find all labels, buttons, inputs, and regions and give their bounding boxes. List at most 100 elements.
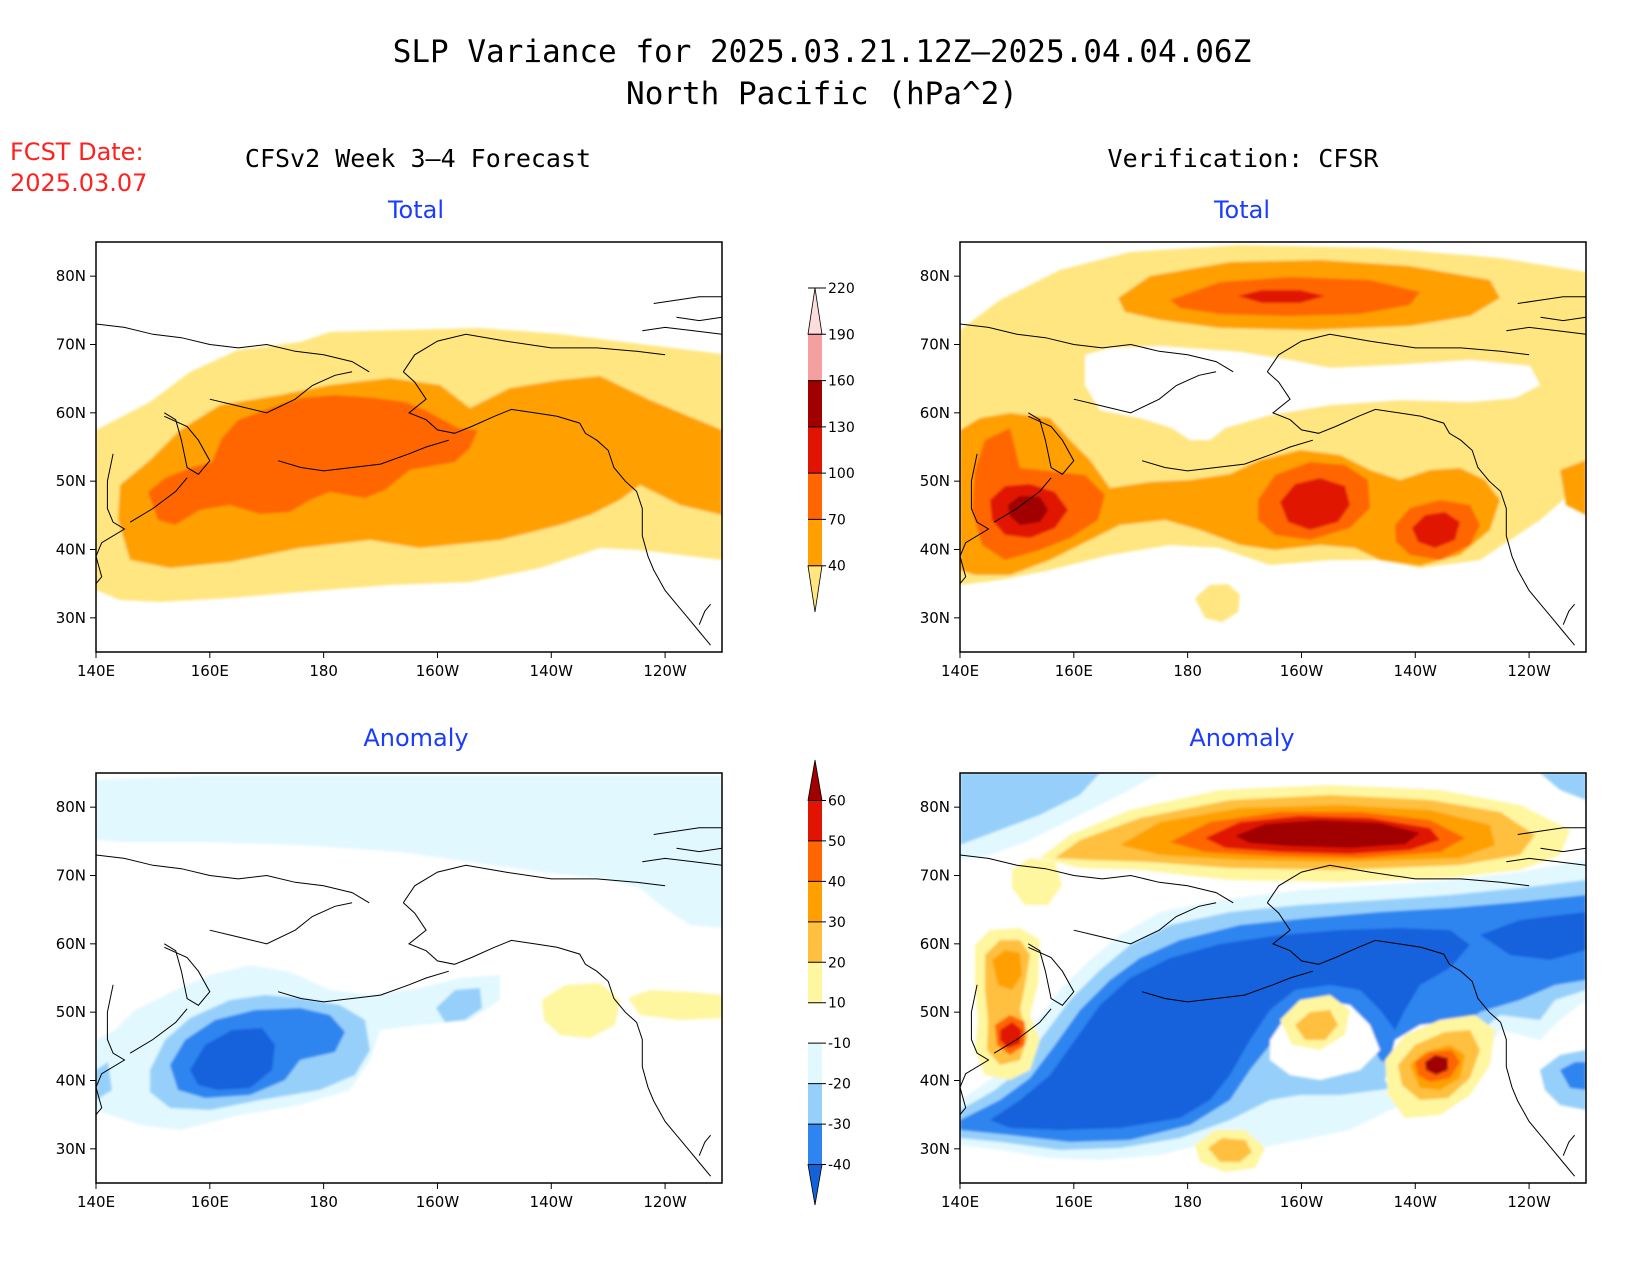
colorbar-label: 220 xyxy=(828,281,855,297)
left-column-header: CFSv2 Week 3–4 Forecast xyxy=(245,144,591,173)
coastline xyxy=(209,371,353,414)
lon-tick-label: 140E xyxy=(941,662,979,680)
axis-ticks: 140E 160E 180 160W 140W 120W 30N 40N 50N 60N 70N 80… xyxy=(56,267,1551,1211)
coastline-overlays xyxy=(96,296,1586,1177)
colorbar-swatch xyxy=(808,800,822,841)
colorbar-label: 160 xyxy=(828,374,855,390)
lat-tick-label: 30N xyxy=(56,609,86,627)
lon-tick-label: 160E xyxy=(1055,662,1093,680)
coastline xyxy=(698,1134,711,1156)
coastline-group xyxy=(96,296,722,646)
coastline xyxy=(277,970,449,1003)
contour-fill-plus30-west xyxy=(992,950,1022,990)
lon-tick-label: 180 xyxy=(309,662,338,680)
coastline xyxy=(96,453,126,585)
colorbar-swatch xyxy=(808,380,822,427)
colorbar-swatch xyxy=(808,840,822,882)
colorbar-swatch xyxy=(808,473,822,520)
map-panel-verification-anomaly xyxy=(959,772,1587,1184)
colorbar-anomaly: -40 -30 -20 -10 10 20 30 40 50 60 xyxy=(807,759,851,1206)
lon-tick-label: 140E xyxy=(77,662,115,680)
contour-fill-plus10-gulf xyxy=(542,983,620,1038)
coastline xyxy=(960,323,1234,373)
contour-gap-north xyxy=(1085,346,1540,440)
coastline xyxy=(402,902,711,1177)
contour-fill-minus20-east xyxy=(436,988,482,1022)
colorbar-swatch xyxy=(808,881,822,922)
coastline xyxy=(1517,296,1586,322)
lon-tick-label: 180 xyxy=(1173,1193,1202,1211)
colorbar-label: 190 xyxy=(828,327,855,343)
lat-tick-label: 30N xyxy=(56,1140,86,1158)
lat-tick-label: 70N xyxy=(920,336,950,354)
colorbar-label: 40 xyxy=(828,559,846,575)
coastline xyxy=(402,371,711,646)
lat-tick-label: 60N xyxy=(56,404,86,422)
coastline xyxy=(1028,412,1075,475)
colorbar-label: 40 xyxy=(828,874,846,890)
coastline xyxy=(1506,857,1586,866)
contour-fill-plus20-south xyxy=(1208,1138,1252,1162)
colorbar-swatch xyxy=(807,1164,823,1206)
figure-title: SLP Variance for 2025.03.21.12Z–2025.04.… xyxy=(393,34,1252,70)
colorbar-swatch xyxy=(808,1124,822,1165)
lat-tick-label: 70N xyxy=(56,336,86,354)
lat-tick-label: 30N xyxy=(920,609,950,627)
colorbar-label: -10 xyxy=(828,1036,851,1052)
right-column-header: Verification: CFSR xyxy=(1108,144,1380,173)
colorbar-label: 70 xyxy=(828,512,846,528)
contour-fill-plus60-arctic xyxy=(1235,820,1420,848)
coastline xyxy=(1266,864,1530,904)
coastline xyxy=(698,603,711,625)
contour-fill-minus10-arctic xyxy=(96,776,722,928)
contour-fill-70-east xyxy=(1560,460,1586,515)
colorbar-swatch xyxy=(808,921,822,963)
coastline xyxy=(1073,371,1217,414)
lat-tick-label: 80N xyxy=(56,267,86,285)
lon-tick-label: 120W xyxy=(643,1193,687,1211)
colorbar-total: 40 70 100 130 160 190 220 xyxy=(807,281,855,613)
lat-tick-label: 30N xyxy=(920,1140,950,1158)
coastline xyxy=(1266,902,1575,1177)
lat-tick-label: 40N xyxy=(920,1072,950,1090)
coastline xyxy=(129,1008,188,1054)
contour-fill-plus50-west xyxy=(1000,1022,1022,1048)
lon-tick-label: 140W xyxy=(530,662,574,680)
colorbar-label: -30 xyxy=(828,1117,851,1133)
panel-title-verification-total: Total xyxy=(1213,196,1270,224)
lon-tick-label: 160W xyxy=(1280,662,1324,680)
lon-tick-label: 160W xyxy=(416,662,460,680)
lat-tick-label: 80N xyxy=(56,798,86,816)
colorbar-label: 50 xyxy=(828,834,846,850)
contour-fill-130-arctic xyxy=(1238,290,1325,303)
colorbar-swatch xyxy=(808,962,822,1003)
lat-tick-label: 60N xyxy=(920,404,950,422)
colorbar-label: 130 xyxy=(828,420,855,436)
coastline xyxy=(960,854,1234,904)
coastline xyxy=(1141,439,1313,472)
lat-tick-label: 40N xyxy=(920,541,950,559)
lat-tick-label: 80N xyxy=(920,267,950,285)
coastline xyxy=(653,827,722,853)
contour-fill-minus40 xyxy=(190,1028,275,1090)
lon-tick-label: 160E xyxy=(191,662,229,680)
coastline xyxy=(277,439,449,472)
lon-tick-label: 120W xyxy=(1507,1193,1551,1211)
lon-tick-label: 140W xyxy=(1394,1193,1438,1211)
coastline xyxy=(129,477,188,523)
lat-tick-label: 60N xyxy=(56,935,86,953)
coastline xyxy=(164,943,211,1006)
figure-subtitle: North Pacific (hPa^2) xyxy=(626,76,1018,112)
coastline xyxy=(960,984,990,1116)
coastline xyxy=(1562,1134,1575,1156)
contour-fill-plus10-coast xyxy=(628,990,722,1020)
colorbar-swatch xyxy=(807,759,823,801)
lon-tick-label: 160W xyxy=(1280,1193,1324,1211)
coastline xyxy=(642,326,722,335)
colorbar-label: 10 xyxy=(828,996,846,1012)
lon-tick-label: 180 xyxy=(309,1193,338,1211)
contour-fill-minus20-ne xyxy=(1540,773,1586,800)
lat-tick-label: 50N xyxy=(920,472,950,490)
colorbar-label: 60 xyxy=(828,793,846,809)
lon-tick-label: 180 xyxy=(1173,662,1202,680)
